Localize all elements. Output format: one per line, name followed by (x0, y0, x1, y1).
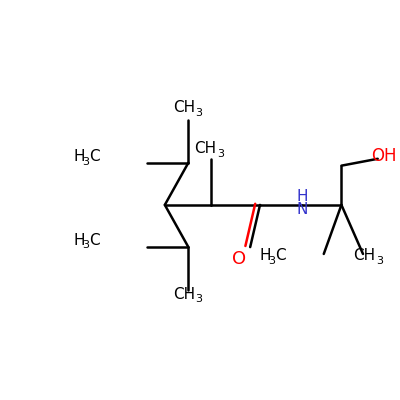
Text: 3: 3 (82, 240, 90, 250)
Text: OH: OH (371, 147, 396, 165)
Text: H: H (74, 233, 85, 248)
Text: C: C (275, 248, 285, 264)
Text: O: O (232, 250, 246, 268)
Text: CH: CH (353, 248, 375, 264)
Text: H: H (259, 248, 270, 264)
Text: CH: CH (194, 142, 216, 156)
Text: C: C (89, 233, 100, 248)
Text: CH: CH (173, 287, 195, 302)
Text: C: C (89, 149, 100, 164)
Text: 3: 3 (217, 149, 224, 159)
Text: 3: 3 (268, 256, 275, 266)
Text: 3: 3 (195, 108, 202, 118)
Text: H: H (296, 188, 308, 204)
Text: 3: 3 (195, 294, 202, 304)
Text: N: N (296, 202, 308, 217)
Text: 3: 3 (82, 157, 90, 167)
Text: CH: CH (173, 100, 195, 115)
Text: 3: 3 (376, 256, 383, 266)
Text: H: H (74, 149, 85, 164)
